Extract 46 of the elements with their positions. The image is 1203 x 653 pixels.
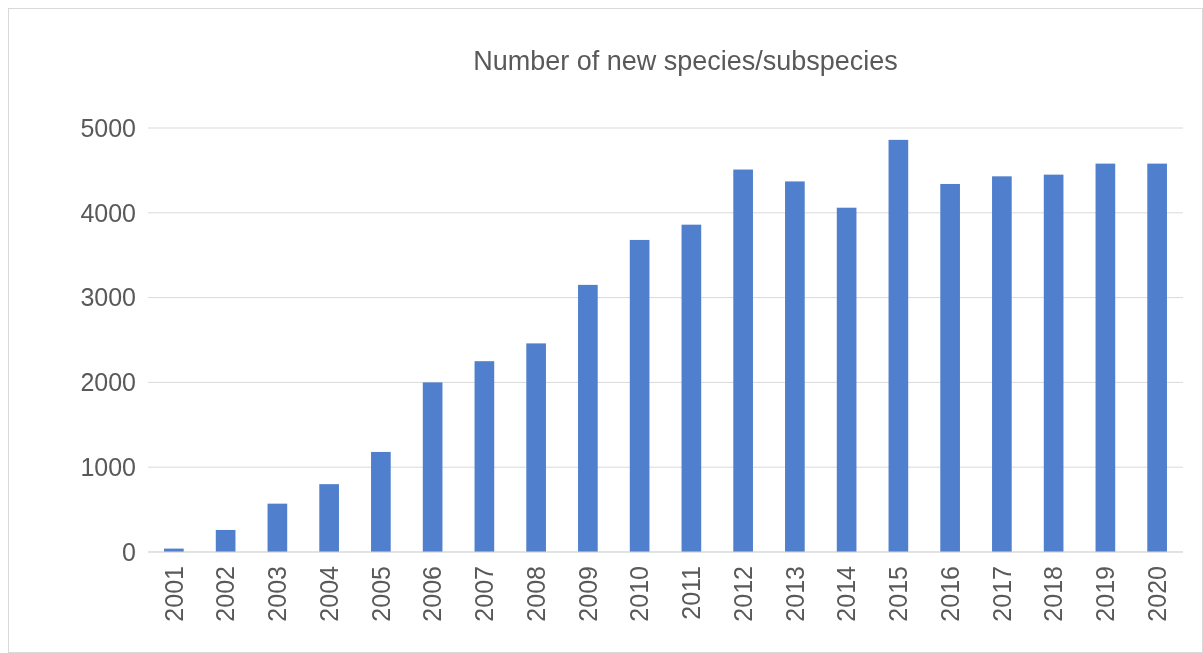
x-tick-label: 2020 (1142, 566, 1171, 622)
bar (526, 343, 546, 552)
bar (422, 382, 443, 552)
x-tick-label: 2019 (1091, 566, 1120, 622)
bar (578, 284, 598, 552)
x-tick-label: 2002 (211, 566, 240, 622)
y-tick-label: 1000 (80, 452, 136, 481)
x-tick-label: 2006 (418, 566, 447, 622)
x-tick-label: 2015 (884, 566, 913, 622)
bar (1043, 174, 1064, 552)
x-tick-label: 2011 (677, 566, 706, 620)
x-tick-label: 2012 (728, 566, 757, 622)
bar (474, 361, 495, 552)
x-tick-label: 2010 (625, 566, 654, 622)
x-tick-label: 2016 (935, 566, 964, 622)
x-tick-label: 2009 (573, 566, 602, 622)
bar (681, 224, 702, 552)
bar (940, 183, 960, 552)
y-tick-label: 3000 (80, 283, 136, 312)
bar (267, 503, 288, 552)
x-tick-label: 2005 (366, 566, 395, 622)
bar (371, 451, 391, 552)
y-tick-label: 5000 (80, 113, 136, 142)
bar (888, 139, 909, 552)
x-tick-label: 2013 (780, 566, 809, 622)
x-tick-label: 2001 (159, 566, 188, 622)
x-tick-label: 2004 (314, 565, 343, 622)
x-tick-label: 2008 (521, 566, 550, 622)
chart-title: Number of new species/subspecies (473, 46, 898, 76)
bar (785, 181, 805, 552)
y-tick-label: 4000 (80, 198, 136, 227)
x-tick-label: 2017 (987, 566, 1016, 622)
bar (215, 529, 236, 552)
x-tick-label: 2014 (832, 565, 861, 622)
bar (1147, 163, 1167, 552)
x-tick-label: 2007 (470, 566, 499, 622)
x-tick-label: 2003 (263, 566, 292, 622)
bar (1095, 163, 1116, 552)
y-tick-label: 0 (122, 537, 136, 566)
bar (836, 207, 857, 552)
y-tick-label: 2000 (80, 368, 136, 397)
bar (992, 176, 1012, 552)
x-tick-label: 2018 (1039, 566, 1068, 622)
bar (629, 239, 650, 552)
bar (733, 169, 753, 552)
bar (319, 484, 339, 552)
